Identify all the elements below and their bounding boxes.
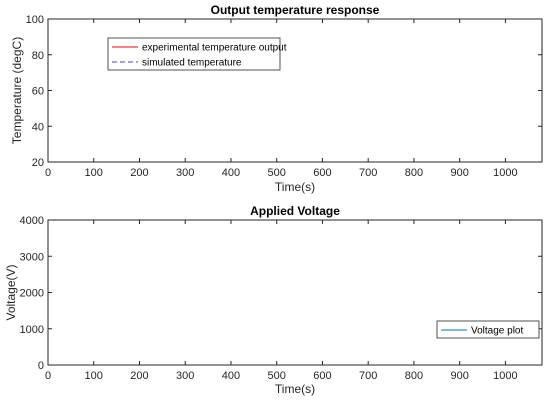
x-tick-label: 400 [222, 370, 240, 382]
x-tick-label: 1000 [493, 167, 517, 179]
temperature-chart-title: Output temperature response [211, 3, 380, 17]
y-tick-label: 40 [32, 121, 44, 133]
voltage-chart-title: Applied Voltage [250, 204, 340, 218]
x-tick-label: 100 [85, 370, 103, 382]
y-tick-label: 0 [38, 360, 44, 372]
x-tick-label: 800 [405, 167, 423, 179]
voltage-x-axis-label: Time(s) [275, 382, 315, 396]
x-tick-label: 700 [359, 370, 377, 382]
voltage-y-axis-label: Voltage(V) [4, 264, 18, 320]
y-tick-label: 4000 [20, 215, 44, 227]
y-tick-label: 80 [32, 50, 44, 62]
x-tick-label: 500 [268, 167, 286, 179]
x-tick-label: 400 [222, 167, 240, 179]
y-tick-label: 100 [26, 14, 44, 26]
x-tick-label: 900 [450, 370, 468, 382]
y-tick-label: 60 [32, 86, 44, 98]
x-tick-label: 500 [268, 370, 286, 382]
x-tick-label: 1000 [493, 370, 517, 382]
y-tick-label: 20 [32, 157, 44, 169]
y-tick-label: 1000 [20, 324, 44, 336]
legend-label-experimental: experimental temperature output [142, 43, 287, 54]
x-tick-label: 600 [313, 370, 331, 382]
voltage-plot-area [47, 219, 543, 366]
legend-label-simulated: simulated temperature [142, 58, 242, 69]
voltage-chart: 0 100 200 300 400 500 600 700 800 900 1000 0 1000 200… [4, 204, 543, 396]
temperature-chart: 0 100 200 300 400 500 600 700 800 900 1000 20 40 60 80… [10, 3, 543, 194]
temperature-legend: experimental temperature output simulate… [107, 37, 287, 71]
x-tick-label: 0 [45, 167, 51, 179]
temperature-y-axis-label: Temperature (degC) [10, 37, 24, 144]
x-tick-label: 100 [85, 167, 103, 179]
voltage-legend: Voltage plot [436, 320, 540, 339]
x-tick-label: 900 [450, 167, 468, 179]
x-tick-label: 0 [45, 370, 51, 382]
x-tick-label: 200 [130, 370, 148, 382]
x-tick-label: 300 [176, 370, 194, 382]
temperature-x-axis-label: Time(s) [275, 180, 315, 194]
legend-label-voltage: Voltage plot [471, 326, 523, 337]
y-tick-label: 3000 [20, 251, 44, 263]
x-tick-label: 200 [130, 167, 148, 179]
x-tick-label: 800 [405, 370, 423, 382]
x-tick-label: 700 [359, 167, 377, 179]
x-tick-label: 300 [176, 167, 194, 179]
x-tick-label: 600 [313, 167, 331, 179]
y-tick-label: 2000 [20, 288, 44, 300]
